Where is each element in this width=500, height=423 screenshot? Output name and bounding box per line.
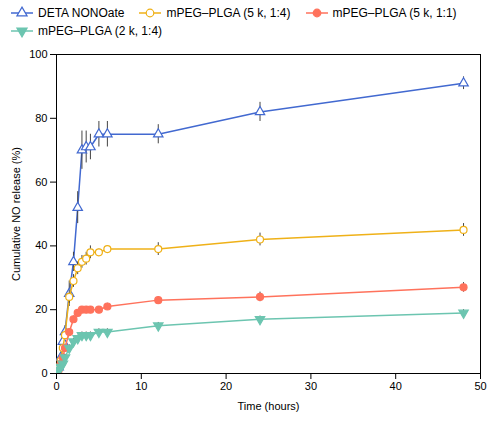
svg-text:0: 0 bbox=[53, 380, 59, 392]
svg-text:40: 40 bbox=[390, 380, 402, 392]
html-text:DETA NONOate: DETA NONOate bbox=[38, 6, 125, 20]
svg-text:10: 10 bbox=[135, 380, 147, 392]
html-text:mPEG–PLGA (5 k, 1:4): mPEG–PLGA (5 k, 1:4) bbox=[166, 6, 291, 20]
svg-text:60: 60 bbox=[35, 176, 47, 188]
svg-text:Cumulative NO release (%): Cumulative NO release (%) bbox=[10, 147, 22, 281]
svg-text:20: 20 bbox=[35, 303, 47, 315]
svg-text:0: 0 bbox=[41, 367, 47, 379]
svg-text:30: 30 bbox=[305, 380, 317, 392]
svg-text:40: 40 bbox=[35, 239, 47, 251]
svg-text:100: 100 bbox=[29, 48, 47, 60]
svg-text:80: 80 bbox=[35, 112, 47, 124]
svg-text:Time (hours): Time (hours) bbox=[238, 400, 300, 412]
html-text:mPEG–PLGA (5 k, 1:1): mPEG–PLGA (5 k, 1:1) bbox=[332, 6, 457, 20]
html-text:mPEG–PLGA (2 k, 1:4): mPEG–PLGA (2 k, 1:4) bbox=[38, 24, 163, 38]
svg-text:50: 50 bbox=[474, 380, 486, 392]
svg-text:20: 20 bbox=[220, 380, 232, 392]
